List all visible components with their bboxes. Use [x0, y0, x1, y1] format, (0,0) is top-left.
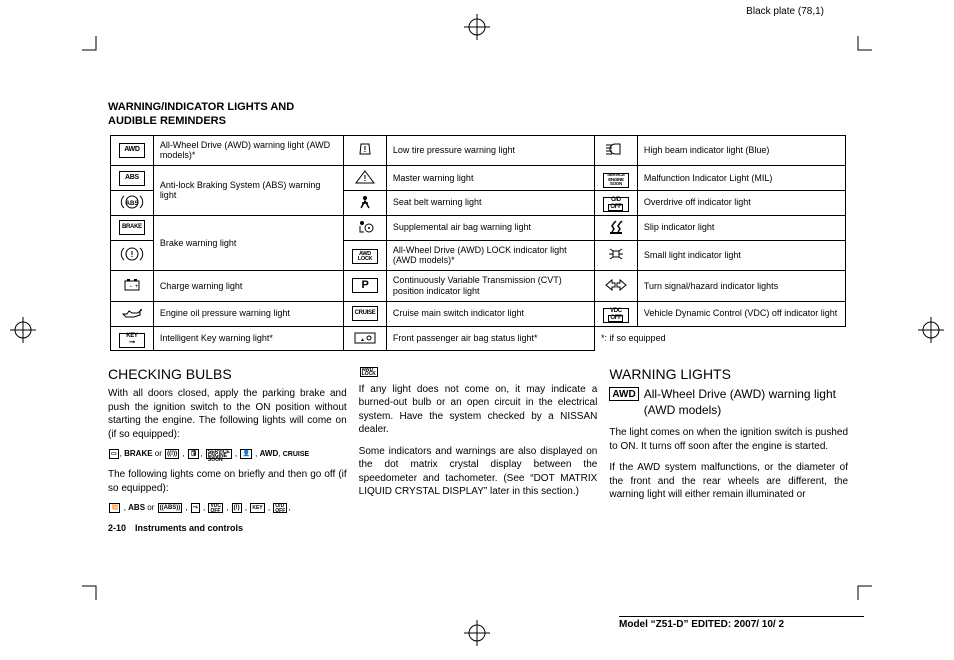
- light-desc-cell: Charge warning light: [153, 271, 343, 302]
- col2-para1: If any light does not come on, it may in…: [359, 383, 598, 437]
- airbag-icon: 💥: [109, 503, 120, 513]
- svg-text:▲: ▲: [360, 337, 365, 343]
- crop-corner-bl: [82, 582, 100, 600]
- battery-icon: ▭: [109, 449, 119, 459]
- col3-para2: If the AWD system malfunctions, or the d…: [609, 461, 848, 502]
- abs-circle-icon: ((ABS)): [158, 503, 183, 513]
- light-icon-cell: −+: [111, 271, 154, 302]
- light-desc-cell: Small light indicator light: [637, 240, 845, 271]
- model-line: Model “Z51-D” EDITED: 2007/ 10/ 2: [619, 616, 864, 630]
- light-icon-cell: VDCOFF: [595, 301, 638, 326]
- icon-row-2: 💥 , ABS or ((ABS)) , ⤳ , VDCOFF , (!) , …: [108, 503, 347, 514]
- section-title-line2: AUDIBLE REMINDERS: [108, 115, 226, 127]
- col1-para2: The following lights come on briefly and…: [108, 468, 347, 495]
- light-icon-cell: [111, 301, 154, 326]
- crop-mark-bottom: [464, 620, 490, 646]
- light-desc-cell: Supplemental air bag warning light: [386, 215, 594, 240]
- column-3: WARNING LIGHTS AWD All-Wheel Drive (AWD)…: [609, 365, 848, 534]
- light-desc-cell: Low tire pressure warning light: [386, 135, 594, 166]
- svg-text:!: !: [364, 174, 367, 183]
- light-desc-cell: Intelligent Key warning light*: [153, 326, 343, 351]
- vdc-off-icon: VDCOFF: [208, 503, 223, 513]
- tire-icon: (!): [232, 503, 242, 513]
- light-desc-cell: Vehicle Dynamic Control (VDC) off indica…: [637, 301, 845, 326]
- crop-corner-br: [854, 582, 872, 600]
- light-icon-cell: ABS: [111, 166, 154, 191]
- footnote-cell: *: if so equipped: [595, 326, 846, 351]
- col3-para1: The light comes on when the ignition swi…: [609, 426, 848, 453]
- page-footer: 2-10 Instruments and controls: [108, 522, 347, 534]
- checking-bulbs-heading: CHECKING BULBS: [108, 365, 347, 384]
- lights-table: AWDAll-Wheel Drive (AWD) warning light (…: [110, 135, 846, 352]
- light-desc-cell: Front passenger air bag status light*: [386, 326, 594, 351]
- col1-para1: With all doors closed, apply the parking…: [108, 387, 347, 441]
- light-icon-cell: [595, 271, 638, 302]
- awd-subheading: AWD All-Wheel Drive (AWD) warning light …: [609, 387, 848, 418]
- slip-icon: ⤳: [191, 503, 200, 513]
- awd-box-icon: AWD: [609, 387, 638, 401]
- light-desc-cell: All-Wheel Drive (AWD) warning light (AWD…: [153, 135, 343, 166]
- light-icon-cell: !: [344, 135, 387, 166]
- key-icon: KEY: [250, 503, 264, 513]
- light-desc-cell: Malfunction Indicator Light (MIL): [637, 166, 845, 191]
- light-icon-cell: SERVICEENGINESOON: [595, 166, 638, 191]
- light-desc-cell: Turn signal/hazard indicator lights: [637, 271, 845, 302]
- table-row: −+Charge warning lightPContinuously Vari…: [111, 271, 846, 302]
- light-desc-cell: Master warning light: [386, 166, 594, 191]
- table-row: Engine oil pressure warning lightCRUISEC…: [111, 301, 846, 326]
- table-row: KEY⊸Intelligent Key warning light* ▲ Front…: [111, 326, 846, 351]
- col2-para2: Some indicators and warnings are also di…: [359, 445, 598, 499]
- light-icon-cell: AWD: [111, 135, 154, 166]
- light-desc-cell: Anti-lock Braking System (ABS) warning l…: [153, 166, 343, 216]
- section-title: WARNING/INDICATOR LIGHTS AND AUDIBLE REM…: [108, 100, 888, 129]
- light-desc-cell: Brake warning light: [153, 215, 343, 270]
- plate-label: Black plate (78,1): [746, 6, 824, 17]
- light-icon-cell: CRUISE: [344, 301, 387, 326]
- light-icon-cell: !: [344, 166, 387, 191]
- light-icon-cell: O/DOFF: [595, 190, 638, 215]
- warning-lights-heading: WARNING LIGHTS: [609, 365, 848, 384]
- light-desc-cell: Seat belt warning light: [386, 190, 594, 215]
- light-icon-cell: !: [111, 240, 154, 271]
- light-icon-cell: BRAKE: [111, 215, 154, 240]
- light-icon-cell: P: [344, 271, 387, 302]
- brake-circle-icon: ((!)): [165, 449, 179, 459]
- crop-mark-right: [918, 317, 944, 343]
- light-desc-cell: Continuously Variable Transmission (CVT)…: [386, 271, 594, 302]
- light-icon-cell: [344, 190, 387, 215]
- light-icon-cell: [595, 135, 638, 166]
- light-icon-cell: [595, 215, 638, 240]
- column-1: CHECKING BULBS With all doors closed, ap…: [108, 365, 347, 534]
- light-desc-cell: All-Wheel Drive (AWD) LOCK indicator lig…: [386, 240, 594, 271]
- seatbelt-icon: 👤: [240, 449, 251, 459]
- svg-text:−: −: [129, 284, 133, 290]
- light-desc-cell: Slip indicator light: [637, 215, 845, 240]
- icon-row-1: ▭, BRAKE or ((!)) , 🛢, SERVICEENGINESOON…: [108, 449, 347, 460]
- section-title-line1: WARNING/INDICATOR LIGHTS AND: [108, 101, 294, 113]
- light-desc-cell: Cruise main switch indicator light: [386, 301, 594, 326]
- svg-text:+: +: [135, 284, 139, 290]
- table-row: AWDAll-Wheel Drive (AWD) warning light (…: [111, 135, 846, 166]
- oil-icon: 🛢: [188, 449, 200, 459]
- light-icon-cell: AWDLOCK: [344, 240, 387, 271]
- svg-text:!: !: [131, 250, 134, 259]
- column-2: AWDLOCK If any light does not come on, i…: [359, 365, 598, 534]
- light-icon-cell: [595, 240, 638, 271]
- crop-mark-left: [10, 317, 36, 343]
- light-desc-cell: High beam indicator light (Blue): [637, 135, 845, 166]
- awd-lock-icon: AWDLOCK: [360, 367, 378, 377]
- svg-text:!: !: [364, 145, 367, 154]
- light-icon-cell: KEY⊸: [111, 326, 154, 351]
- service-icon: SERVICEENGINESOON: [206, 449, 232, 459]
- od-off-icon: O/DOFF: [273, 503, 287, 513]
- light-icon-cell: ▲: [344, 326, 387, 351]
- light-icon-cell: ABS: [111, 190, 154, 215]
- table-row: ABSAnti-lock Braking System (ABS) warnin…: [111, 166, 846, 191]
- awd-subheading-text: All-Wheel Drive (AWD) warning light (AWD…: [644, 387, 848, 418]
- table-row: BRAKEBrake warning lightSupplemental air…: [111, 215, 846, 240]
- light-desc-cell: Engine oil pressure warning light: [153, 301, 343, 326]
- light-icon-cell: [344, 215, 387, 240]
- light-desc-cell: Overdrive off indicator light: [637, 190, 845, 215]
